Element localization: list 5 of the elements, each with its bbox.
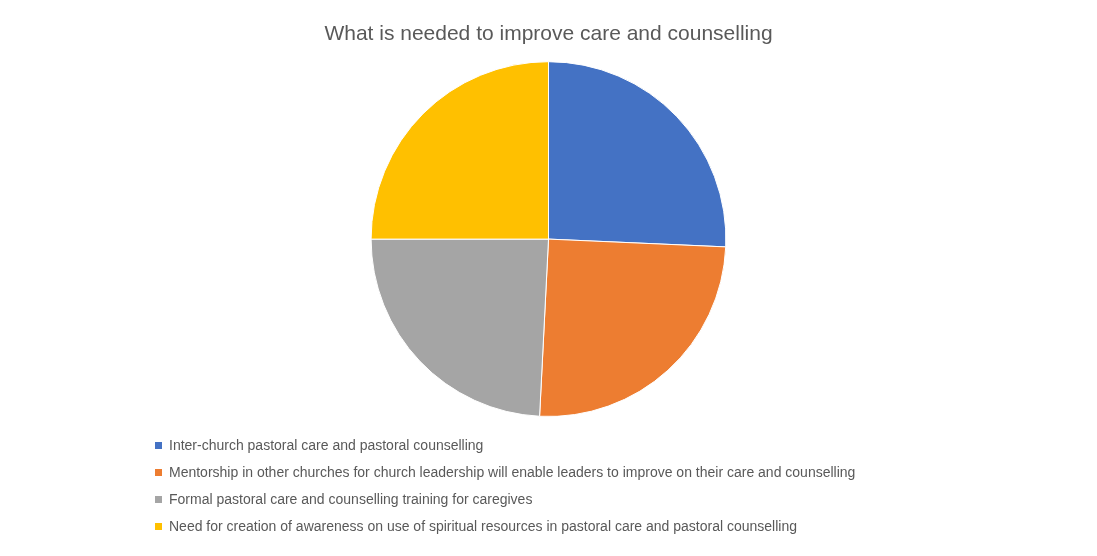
legend-label: Formal pastoral care and counselling training for caregives	[169, 490, 533, 509]
chart-title: What is needed to improve care and counselling	[324, 21, 773, 45]
legend-label: Inter-church pastoral care and pastoral counselling	[169, 436, 484, 455]
legend-label: Mentorship in other churches for church leadership will enable leaders to improve on their care and counselling	[169, 463, 856, 482]
legend-label: Need for creation of awareness on use of spiritual resources in pastoral care and pastoral counselling	[169, 517, 798, 536]
